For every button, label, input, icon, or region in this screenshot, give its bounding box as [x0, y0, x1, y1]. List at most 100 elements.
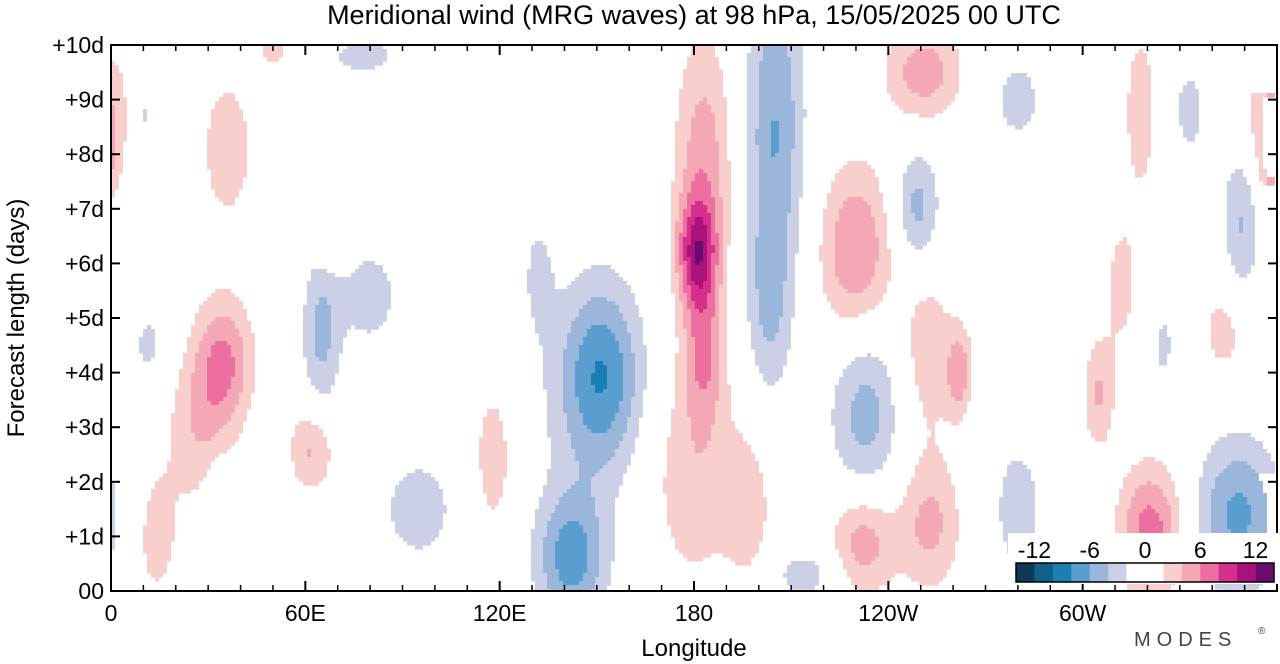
contour-cell — [683, 289, 691, 294]
contour-cell — [699, 385, 707, 390]
contour-cell — [715, 281, 723, 286]
contour-cell — [703, 241, 707, 246]
contour-cell — [747, 257, 755, 262]
contour-cell — [143, 333, 155, 338]
contour-cell — [715, 417, 731, 422]
contour-cell — [687, 277, 691, 282]
contour-cell — [679, 297, 687, 302]
contour-cell — [1123, 485, 1139, 490]
contour-cell — [851, 429, 879, 434]
contour-cell — [923, 545, 935, 550]
contour-cell — [607, 461, 631, 466]
contour-cell — [791, 185, 803, 190]
contour-cell — [1235, 265, 1251, 270]
contour-cell — [579, 521, 599, 526]
contour-cell — [687, 385, 699, 390]
contour-cell — [1159, 337, 1171, 342]
contour-cell — [907, 489, 955, 494]
contour-cell — [911, 325, 963, 330]
contour-cell — [567, 521, 579, 526]
contour-cell — [687, 165, 719, 170]
contour-cell — [759, 209, 791, 214]
contour-cell — [1119, 501, 1131, 506]
contour-cell — [715, 245, 719, 250]
contour-cell — [747, 293, 759, 298]
contour-cell — [715, 117, 727, 122]
contour-cell — [1131, 89, 1151, 94]
contour-cell — [835, 393, 855, 398]
contour-cell — [831, 409, 851, 414]
contour-cell — [147, 513, 175, 518]
contour-cell — [875, 273, 891, 278]
contour-cell — [1251, 113, 1263, 118]
contour-cell — [231, 417, 247, 422]
contour-cell — [111, 489, 115, 494]
contour-cell — [911, 89, 935, 94]
contour-cell — [939, 53, 959, 58]
contour-cell — [747, 149, 759, 154]
contour-cell — [735, 561, 751, 566]
contour-cell — [683, 317, 691, 322]
contour-cell — [695, 361, 711, 366]
contour-cell — [191, 385, 207, 390]
contour-cell — [615, 453, 631, 458]
contour-cell — [711, 241, 719, 246]
contour-cell — [143, 109, 147, 114]
contour-cell — [143, 353, 155, 358]
contour-cell — [759, 181, 791, 186]
contour-cell — [1111, 277, 1131, 282]
contour-cell — [827, 193, 883, 198]
contour-cell — [1127, 473, 1171, 478]
contour-cell — [675, 377, 687, 382]
contour-cell — [679, 89, 723, 94]
contour-cell — [631, 349, 647, 354]
contour-cell — [783, 289, 795, 294]
contour-cell — [667, 513, 767, 518]
contour-cell — [779, 141, 795, 146]
contour-cell — [307, 365, 339, 370]
contour-cell — [915, 377, 947, 382]
contour-cell — [759, 157, 791, 162]
contour-cell — [671, 525, 763, 530]
contour-cell — [875, 389, 891, 394]
contour-cell — [587, 301, 615, 306]
contour-cell — [311, 273, 335, 278]
contour-cell — [575, 393, 623, 398]
contour-cell — [759, 145, 771, 150]
contour-cell — [719, 329, 727, 334]
contour-cell — [231, 413, 247, 418]
contour-cell — [147, 569, 167, 574]
contour-cell — [715, 197, 723, 202]
contour-cell — [755, 265, 787, 270]
contour-cell — [855, 469, 875, 474]
contour-cell — [1203, 469, 1223, 474]
contour-cell — [755, 361, 787, 366]
contour-cell — [635, 377, 647, 382]
contour-cell — [751, 345, 791, 350]
contour-cell — [1127, 517, 1139, 522]
x-tick-label: 120W — [858, 600, 918, 626]
contour-cell — [915, 361, 947, 366]
contour-cell — [311, 449, 331, 454]
contour-cell — [707, 225, 711, 230]
contour-cell — [891, 97, 955, 102]
contour-cell — [771, 153, 775, 158]
contour-cell — [715, 313, 719, 318]
contour-cell — [559, 537, 587, 542]
contour-cell — [1003, 485, 1035, 490]
contour-cell — [1003, 101, 1035, 106]
contour-cell — [1111, 261, 1131, 266]
contour-cell — [595, 473, 623, 478]
contour-cell — [1227, 509, 1251, 514]
contour-cell — [1115, 245, 1131, 250]
contour-cell — [711, 325, 719, 330]
contour-cell — [547, 421, 567, 426]
contour-cell — [1131, 65, 1151, 70]
contour-cell — [243, 369, 255, 374]
contour-cell — [583, 573, 599, 578]
contour-cell — [711, 269, 715, 274]
contour-cell — [759, 77, 791, 82]
contour-cell — [571, 329, 587, 334]
contour-cell — [707, 273, 711, 278]
contour-cell — [747, 249, 755, 254]
